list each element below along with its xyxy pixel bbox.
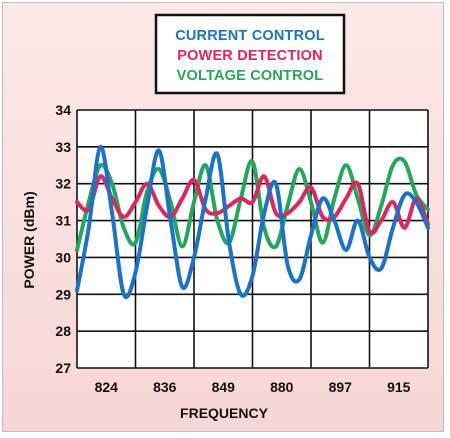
y-tick-label: 32: [55, 176, 71, 192]
y-tick-label: 34: [55, 102, 71, 118]
x-tick-label: 897: [329, 379, 353, 395]
series-line-voltage-control: [75, 156, 430, 253]
legend-entry-current-control: CURRENT CONTROL: [175, 28, 325, 44]
x-tick-label: 824: [95, 379, 119, 395]
x-axis-ticks: 824 836 849 880 897 915: [95, 379, 411, 395]
y-tick-label: 28: [55, 323, 71, 339]
x-axis-label: FREQUENCY: [180, 405, 269, 421]
y-tick-label: 30: [55, 249, 71, 265]
series-line-power-detection: [75, 174, 430, 236]
y-tick-label: 29: [55, 286, 71, 302]
plot-area: [75, 109, 430, 369]
y-tick-label: 33: [55, 139, 71, 155]
x-tick-label: 849: [212, 379, 236, 395]
legend-entry-voltage-control: VOLTAGE CONTROL: [177, 68, 324, 84]
x-tick-label: 915: [387, 379, 411, 395]
y-axis-ticks: 27 28 29 30 31 32 33 34: [55, 102, 71, 376]
x-tick-label: 880: [270, 379, 294, 395]
legend-entry-power-detection: POWER DETECTION: [177, 48, 323, 64]
y-tick-label: 27: [55, 360, 71, 376]
legend: CURRENT CONTROL POWER DETECTION VOLTAGE …: [154, 13, 346, 95]
x-tick-label: 836: [153, 379, 177, 395]
series-line-current-control: [75, 144, 430, 300]
y-tick-label: 31: [55, 213, 71, 229]
y-axis-label: POWER (dBm): [21, 191, 37, 288]
legend-box: [154, 13, 346, 95]
